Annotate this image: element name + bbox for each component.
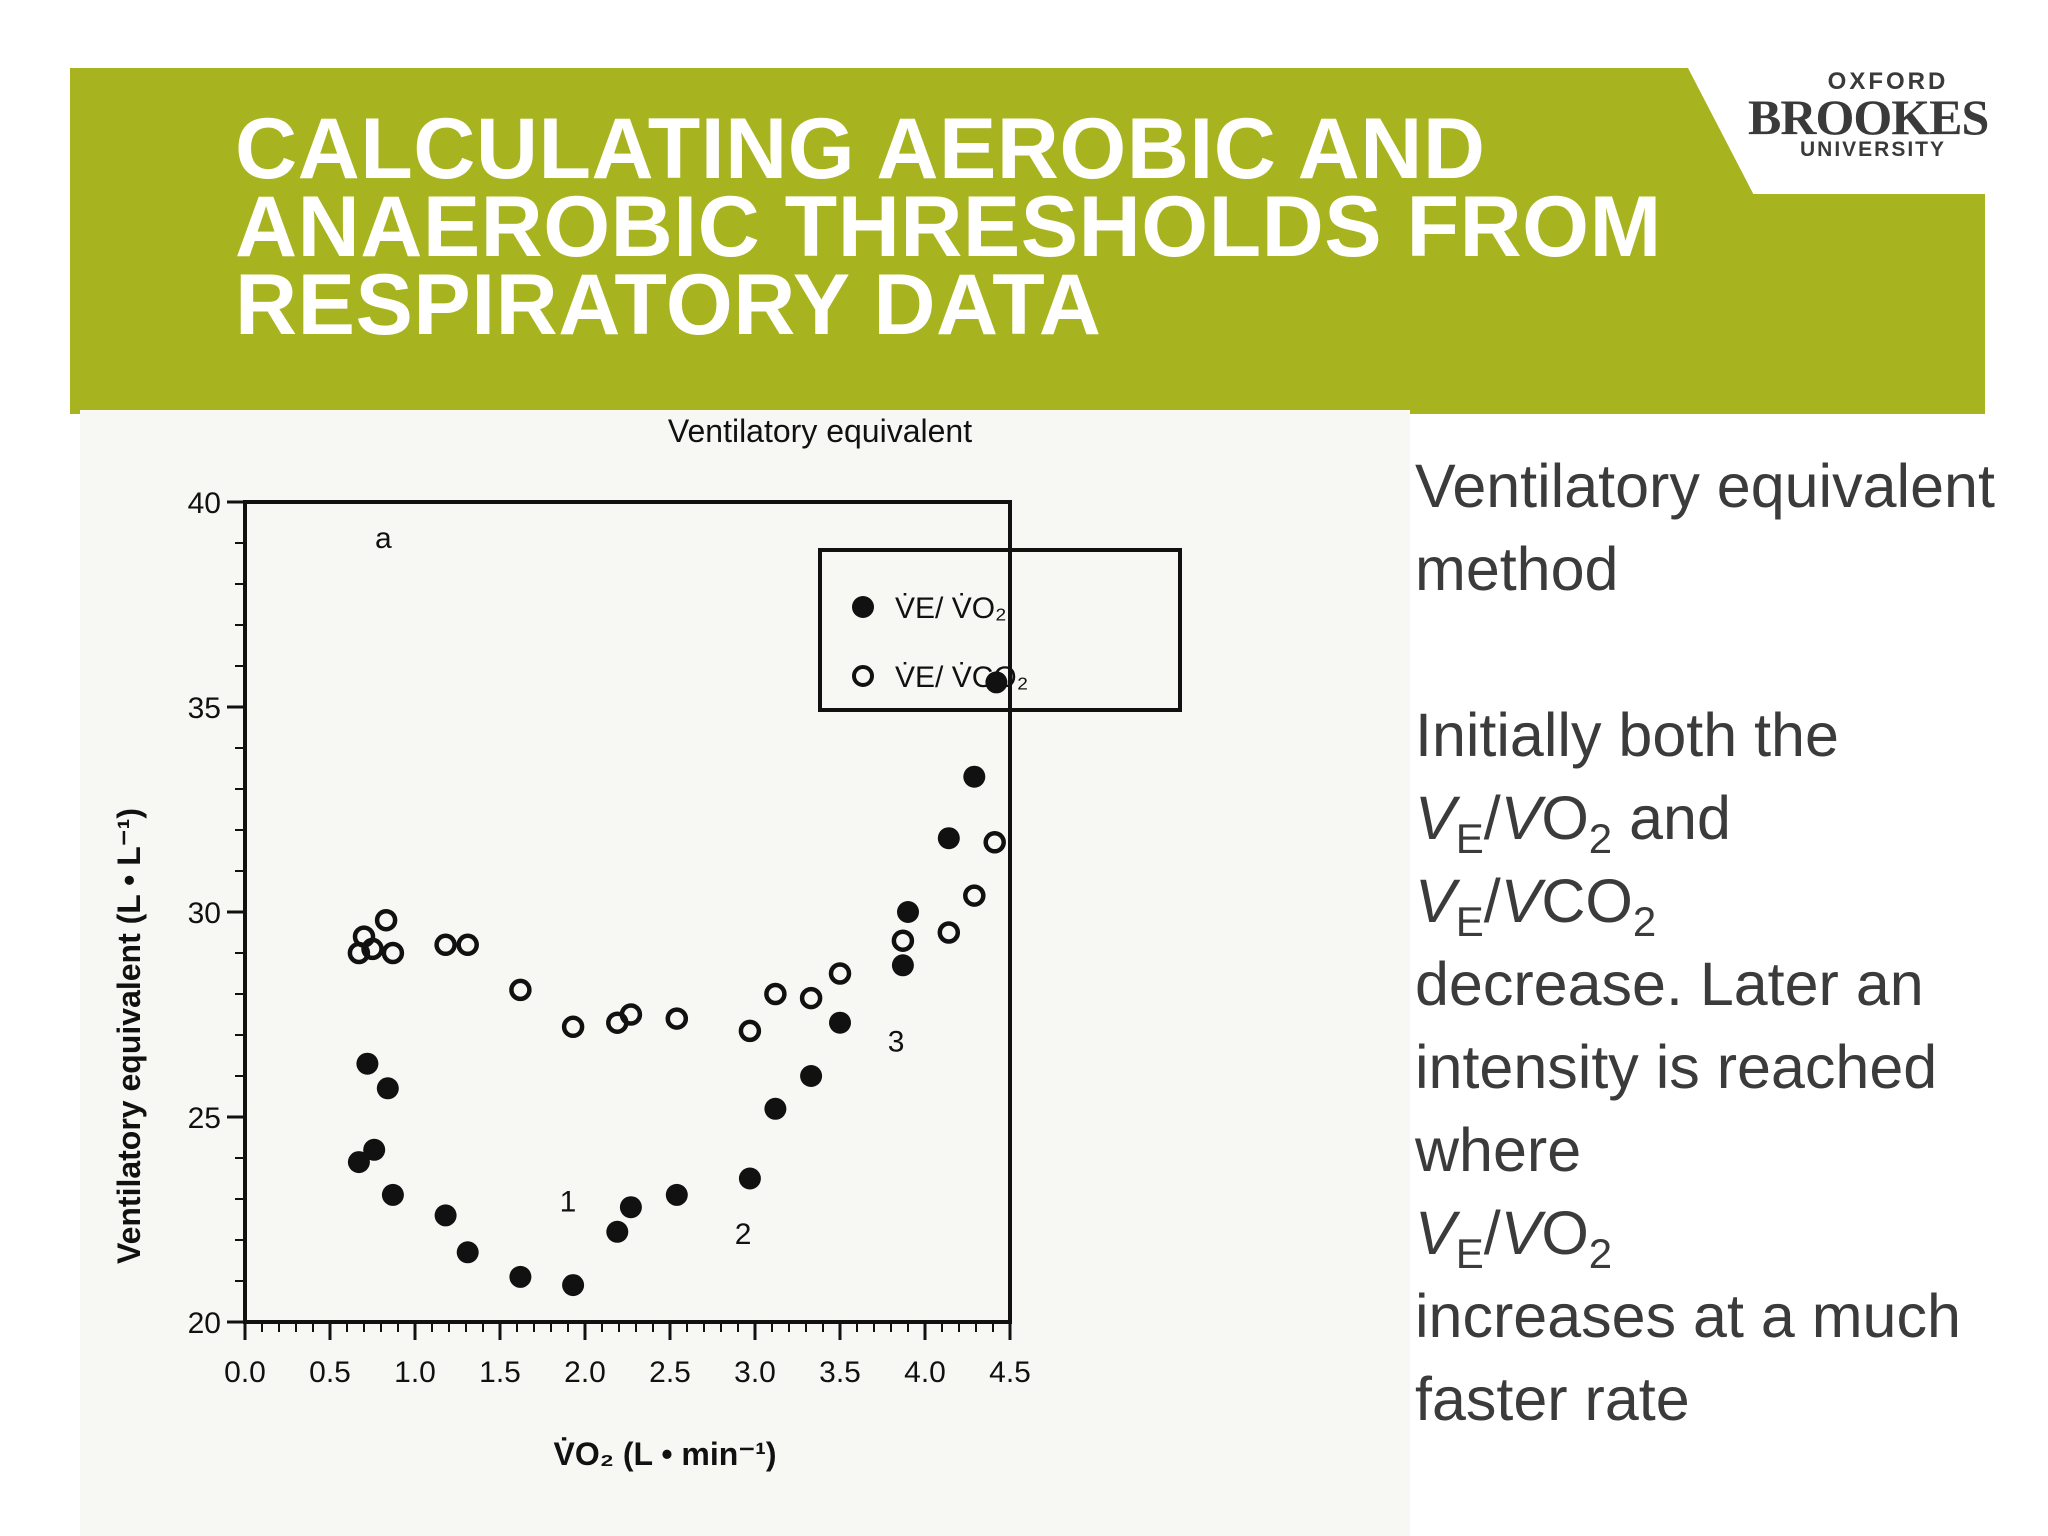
slide-title: CALCULATING AEROBIC AND ANAEROBIC THRESH… — [235, 101, 1715, 353]
legend-box — [818, 548, 1182, 712]
point-ve-vo2 — [829, 1011, 851, 1034]
title-line-1: CALCULATING AEROBIC AND — [235, 101, 1486, 197]
point-ve-vco2 — [456, 933, 479, 957]
point-ve-vo2 — [937, 827, 960, 850]
x-tick-label: 3.5 — [819, 1356, 861, 1389]
point-ve-vo2 — [800, 1065, 823, 1087]
point-ve-vco2 — [381, 941, 405, 965]
point-ve-vco2 — [434, 933, 457, 957]
point-ve-vo2 — [456, 1241, 479, 1264]
point-ve-vo2 — [897, 901, 919, 923]
point-ve-vco2 — [983, 831, 1006, 854]
point-ve-vo2 — [764, 1097, 787, 1120]
y-tick-label: 40 — [188, 487, 221, 520]
title-line-3: RESPIRATORY DATA — [235, 257, 1102, 353]
point-ve-vco2 — [764, 982, 787, 1006]
x-tick-label: 0.5 — [309, 1356, 351, 1389]
point-ve-vo2 — [376, 1077, 399, 1100]
logo-text-university: UNIVERSITY — [1799, 138, 1947, 161]
point-ve-vo2 — [434, 1204, 457, 1227]
point-ve-vo2 — [381, 1183, 404, 1206]
x-tick-label: 4.5 — [989, 1356, 1031, 1389]
legend-label-ve-vo2: V̇E/ V̇O₂ — [895, 592, 1007, 625]
point-ve-vo2 — [665, 1183, 688, 1206]
x-tick-label: 1.5 — [479, 1356, 521, 1389]
point-ve-vco2 — [891, 929, 915, 952]
point-ve-vo2 — [619, 1196, 642, 1219]
side-body: Initially both the VE/VO2 and VE/VCO2 de… — [1415, 701, 1961, 1433]
x-tick-label: 2.5 — [649, 1356, 691, 1389]
annotation-label: 3 — [888, 1025, 905, 1058]
chart-scan: Ventilatory equivalent a 0.0 0.5 1.0 1.5 2.0… — [80, 410, 1410, 1536]
point-ve-vco2 — [799, 986, 823, 1010]
point-ve-vco2 — [937, 921, 961, 944]
x-tick-label: 3.0 — [734, 1356, 776, 1389]
point-ve-vo2 — [509, 1265, 532, 1288]
legend-marker-open — [852, 665, 874, 687]
x-axis-label: V̇O₂ (L • min⁻¹) — [553, 1436, 776, 1472]
point-ve-vo2 — [363, 1138, 386, 1161]
title-line-2: ANAEROBIC THRESHOLDS FROM — [235, 179, 1662, 275]
point-ve-vco2 — [619, 1003, 643, 1026]
point-ve-vco2 — [361, 937, 384, 961]
point-ve-vo2 — [891, 954, 914, 977]
point-ve-vo2 — [562, 1274, 585, 1297]
point-ve-vco2 — [828, 962, 852, 985]
title-banner — [70, 68, 1985, 414]
x-tick-label: 0.0 — [224, 1356, 266, 1389]
point-ve-vco2 — [738, 1019, 762, 1043]
logo-text-brookes: BROOKES — [1748, 89, 1989, 145]
point-ve-vo2 — [347, 1151, 370, 1174]
point-ve-vo2 — [356, 1052, 379, 1075]
y-tick-label: 35 — [188, 692, 221, 725]
point-ve-vo2 — [963, 765, 986, 788]
point-ve-vco2 — [665, 1007, 689, 1030]
panel-label: a — [375, 522, 392, 555]
y-axis-label: Ventilatory equivalent (L • L⁻¹) — [111, 808, 147, 1264]
point-ve-vco2 — [561, 1015, 585, 1039]
chart-title: Ventilatory equivalent — [668, 413, 972, 449]
point-ve-vco2 — [963, 884, 986, 907]
side-heading: Ventilatory equivalent method — [1415, 452, 1995, 603]
y-tick-label: 25 — [188, 1102, 221, 1135]
x-tick-label: 1.0 — [394, 1356, 436, 1389]
point-ve-vo2 — [606, 1220, 629, 1243]
annotation-label: 2 — [735, 1218, 752, 1251]
logo-text-oxford: OXFORD — [1827, 68, 1949, 95]
annotation-label: 1 — [560, 1185, 577, 1218]
point-ve-vo2 — [738, 1167, 761, 1190]
legend-label-ve-vco2: V̇E/ V̇CO₂ — [895, 661, 1028, 694]
y-tick-label: 30 — [188, 897, 221, 930]
ventilatory-chart: Ventilatory equivalent a 0.0 0.5 1.0 1.5 2.0… — [111, 413, 1182, 1472]
chart-legend: V̇E/ V̇O₂ V̇E/ V̇CO₂ — [818, 548, 1182, 712]
point-ve-vco2 — [374, 908, 398, 932]
legend-marker-filled — [852, 596, 874, 618]
x-tick-label: 2.0 — [564, 1356, 606, 1389]
point-ve-vo2 — [985, 671, 1008, 694]
y-tick-label: 20 — [188, 1307, 221, 1340]
x-tick-label: 4.0 — [904, 1356, 946, 1389]
point-ve-vco2 — [509, 978, 532, 1002]
side-text: Ventilatory equivalent method Initially … — [1415, 445, 2035, 1441]
